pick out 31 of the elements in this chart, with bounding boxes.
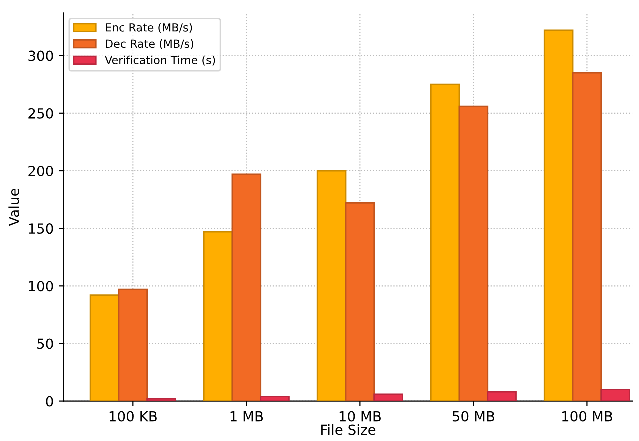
bar (260, 396, 290, 402)
y-tick-label: 50 (38, 338, 54, 350)
x-tick-label: 100 MB (562, 411, 612, 422)
bar (90, 294, 120, 402)
x-tick-label: 100 KB (110, 411, 157, 422)
bar (600, 389, 630, 402)
y-tick-label: 0 (46, 396, 54, 407)
bar (316, 170, 347, 402)
bar (374, 394, 404, 402)
bar (203, 231, 234, 402)
x-tick-label: 10 MB (340, 411, 381, 422)
bar (430, 84, 460, 402)
y-tick-label: 300 (28, 50, 54, 62)
x-tick-label: 1 MB (230, 411, 264, 422)
bar (572, 72, 602, 402)
x-axis-title: File Size (322, 424, 376, 436)
bar (544, 30, 574, 402)
y-axis-title: Value (8, 188, 20, 226)
x-tick-label: 50 MB (452, 411, 495, 422)
y-tick-label: 150 (29, 224, 54, 234)
legend-label: Enc Rate (MB/s) (106, 23, 192, 34)
y-tick-label: 250 (28, 108, 54, 119)
y-tick-label: 100 (29, 281, 54, 292)
bar (118, 288, 148, 402)
legend-label: Dec Rate (MB/s) (106, 40, 194, 50)
bar (487, 391, 517, 402)
bar (232, 174, 262, 402)
y-tick-label: 200 (28, 166, 54, 176)
bar (458, 106, 489, 402)
legend-label: Verification Time (s) (105, 56, 216, 66)
bar (345, 202, 376, 402)
